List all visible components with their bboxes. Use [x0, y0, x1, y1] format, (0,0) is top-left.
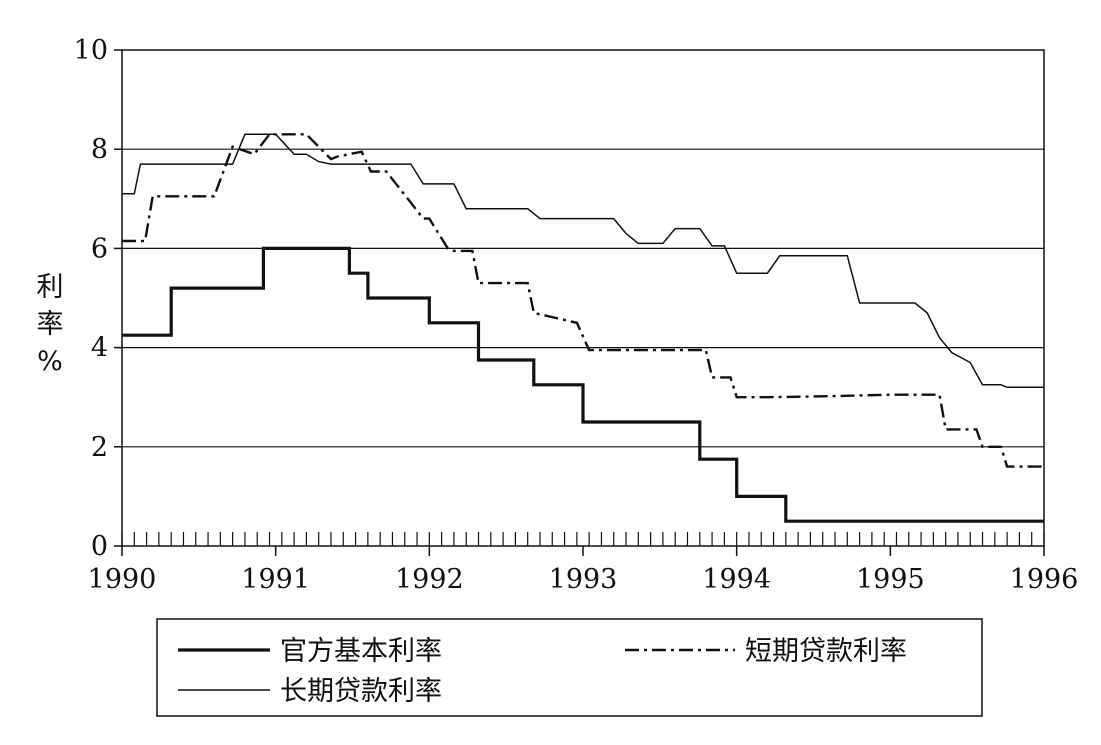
x-tick-label-2: 1992 — [395, 564, 464, 595]
legend: 官方基本利率 短期贷款利率 长期贷款利率 — [156, 618, 983, 717]
series-lines — [122, 133, 1044, 523]
y-tick-label-5: 10 — [74, 35, 108, 66]
y-tick-label-4: 8 — [91, 134, 108, 165]
x-tick-label-5: 1995 — [856, 564, 925, 595]
legend-label-series-2: 长期贷款利率 — [280, 676, 442, 707]
y-tick-label-2: 4 — [91, 333, 108, 364]
y-tick-label-3: 6 — [91, 233, 108, 264]
series-line-2 — [122, 133, 1044, 389]
y-axis-label-char-3: % — [37, 346, 63, 377]
y-axis-label: 利 率 % — [37, 272, 64, 377]
y-axis-label-char-2: 率 — [37, 309, 64, 340]
x-tick-label-1: 1991 — [241, 564, 310, 595]
series-line-1 — [122, 133, 1044, 468]
x-tick-label-4: 1994 — [702, 564, 771, 595]
y-axis-label-char-1: 利 — [37, 272, 64, 303]
x-tick-label-0: 1990 — [88, 564, 157, 595]
x-axis-ticks: 1990 1991 1992 1993 1994 1995 1996 — [88, 546, 1079, 595]
x-minor-ticks — [121, 532, 1045, 546]
y-tick-label-0: 0 — [91, 531, 108, 562]
legend-box — [156, 618, 983, 717]
x-tick-label-6: 1996 — [1010, 564, 1079, 595]
series-line-0 — [122, 246, 1044, 523]
x-tick-label-3: 1993 — [549, 564, 618, 595]
y-tick-label-1: 2 — [91, 432, 108, 463]
legend-label-series-0: 官方基本利率 — [280, 636, 442, 667]
plot-frame — [121, 49, 1045, 547]
legend-label-series-1: 短期贷款利率 — [745, 636, 907, 667]
y-axis-ticks: 0 2 4 6 8 10 — [74, 35, 122, 562]
